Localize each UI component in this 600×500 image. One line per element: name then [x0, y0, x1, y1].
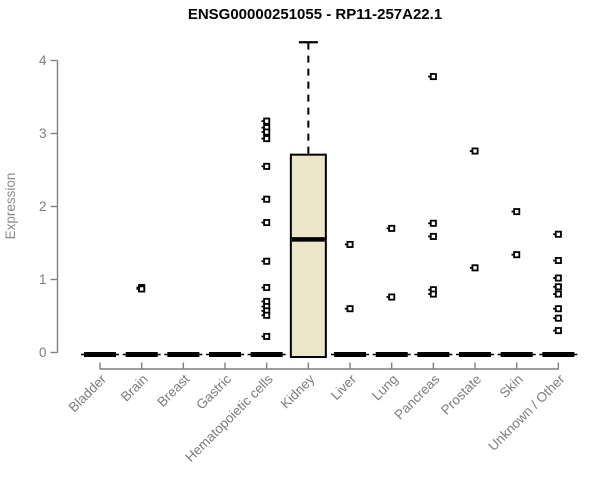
outlier-point: [388, 224, 396, 232]
outlier-point: [263, 162, 271, 170]
zero-box-dash: [84, 352, 116, 357]
median-line: [291, 237, 325, 242]
x-category-label: Prostate: [438, 372, 484, 418]
zero-box-dash: [417, 352, 450, 357]
outlier-point: [554, 314, 562, 322]
outlier-point: [263, 284, 271, 292]
zero-box-dash: [459, 352, 492, 357]
outlier-point: [554, 230, 562, 238]
x-category-label: Gastric: [193, 371, 234, 412]
outlier-point: [263, 135, 271, 143]
outlier-point: [138, 285, 146, 293]
x-category-label: Liver: [328, 371, 360, 403]
outlier-point: [429, 73, 437, 81]
y-tick-label: 1: [39, 272, 47, 287]
outlier-point: [263, 219, 271, 227]
zero-box-dash: [125, 352, 158, 357]
y-axis-label: Expression: [3, 173, 18, 240]
x-category-label: Skin: [497, 372, 526, 401]
outlier-point: [263, 257, 271, 265]
zero-box-dash: [167, 352, 200, 357]
y-tick-label: 4: [39, 53, 47, 68]
x-category-label: Kidney: [278, 371, 318, 411]
outlier-point: [263, 128, 271, 136]
outlier-point: [263, 332, 271, 340]
outlier-point: [346, 305, 354, 313]
zero-box-dash: [334, 352, 367, 357]
box-kidney: [289, 153, 327, 358]
y-tick-label: 3: [39, 126, 47, 141]
outlier-point: [554, 274, 562, 282]
outlier-point: [388, 293, 396, 301]
outlier-point: [429, 290, 437, 298]
x-category-label: Unknown / Other: [485, 371, 568, 454]
x-category-label: Bladder: [66, 371, 110, 415]
outlier-point: [263, 117, 271, 125]
outlier-point: [554, 290, 562, 298]
outlier-point: [429, 219, 437, 227]
zero-box-dash: [542, 352, 575, 357]
zero-box-dash: [209, 352, 242, 357]
outlier-point: [513, 208, 521, 216]
outlier-point: [346, 240, 354, 248]
x-category-label: Pancreas: [392, 371, 443, 422]
zero-box-dash: [375, 352, 408, 357]
plot-area: [81, 41, 578, 358]
outlier-point: [263, 195, 271, 203]
outlier-point: [471, 147, 479, 155]
outlier-point: [554, 327, 562, 335]
y-tick-label: 0: [39, 345, 47, 360]
outlier-point: [513, 251, 521, 259]
chart-title: ENSG00000251055 - RP11-257A22.1: [188, 6, 442, 23]
outlier-point: [429, 232, 437, 240]
outlier-point: [263, 311, 271, 319]
x-category-label: Breast: [154, 371, 192, 409]
outlier-point: [554, 305, 562, 313]
outlier-point: [554, 257, 562, 265]
x-category-label: Lung: [369, 372, 401, 404]
x-category-label: Brain: [118, 372, 151, 405]
zero-box-dash: [250, 352, 283, 357]
y-tick-label: 2: [39, 199, 47, 214]
outlier-point: [471, 264, 479, 272]
zero-box-dash: [500, 352, 533, 357]
outlier-point: [554, 283, 562, 291]
